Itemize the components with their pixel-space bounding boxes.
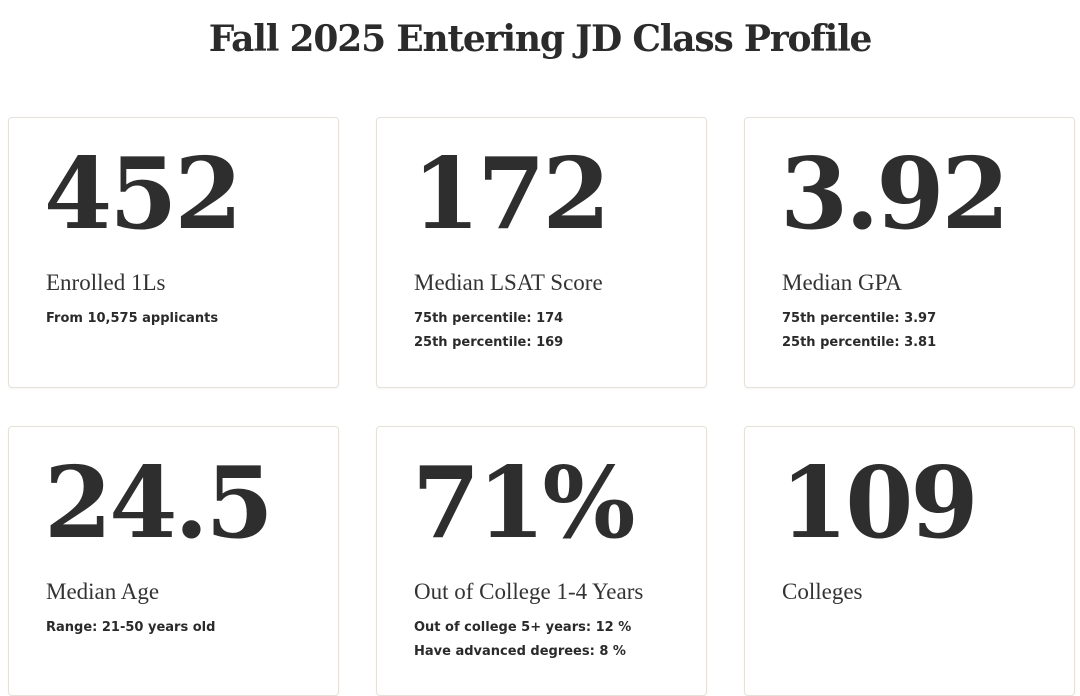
stat-value: 172 <box>412 137 611 252</box>
stat-card-enrolled: 452 Enrolled 1Ls From 10,575 applicants <box>8 117 339 388</box>
stat-label: Median Age <box>46 579 160 604</box>
stat-detail: 25th percentile: 3.81 <box>782 335 937 350</box>
stat-card-gpa: 3.92 Median GPA 75th percentile: 3.97 25… <box>744 117 1075 388</box>
stat-detail: Have advanced degrees: 8 % <box>414 644 626 659</box>
stat-details: 75th percentile: 174 25th percentile: 16… <box>414 307 563 355</box>
stat-card-out-of-college: 71% Out of College 1-4 Years Out of coll… <box>376 426 707 696</box>
stat-detail: From 10,575 applicants <box>46 311 219 326</box>
stat-value: 452 <box>44 137 243 252</box>
stat-details: 75th percentile: 3.97 25th percentile: 3… <box>782 307 936 355</box>
stat-details: Range: 21-50 years old <box>46 616 215 640</box>
stat-detail: 75th percentile: 174 <box>414 311 564 326</box>
stat-value: 24.5 <box>44 446 274 561</box>
stat-detail: Out of college 5+ years: 12 % <box>414 620 632 635</box>
stat-label: Out of College 1-4 Years <box>414 579 644 604</box>
stat-card-colleges: 109 Colleges <box>744 426 1075 696</box>
stat-label: Median LSAT Score <box>414 270 603 295</box>
stat-card-lsat: 172 Median LSAT Score 75th percentile: 1… <box>376 117 707 388</box>
stat-value: 71% <box>412 446 635 561</box>
stat-detail: 25th percentile: 169 <box>414 335 564 350</box>
stat-details: Out of college 5+ years: 12 % Have advan… <box>414 616 631 664</box>
stat-label: Median GPA <box>782 270 902 295</box>
stat-value: 109 <box>780 446 979 561</box>
page-title: Fall 2025 Entering JD Class Profile <box>208 18 873 60</box>
stat-label: Enrolled 1Ls <box>46 270 166 295</box>
stat-details: From 10,575 applicants <box>46 307 218 331</box>
stat-detail: Range: 21-50 years old <box>46 620 216 635</box>
stat-label: Colleges <box>782 579 863 604</box>
stat-value: 3.92 <box>780 137 1010 252</box>
stat-card-age: 24.5 Median Age Range: 21-50 years old <box>8 426 339 696</box>
stat-detail: 75th percentile: 3.97 <box>782 311 937 326</box>
